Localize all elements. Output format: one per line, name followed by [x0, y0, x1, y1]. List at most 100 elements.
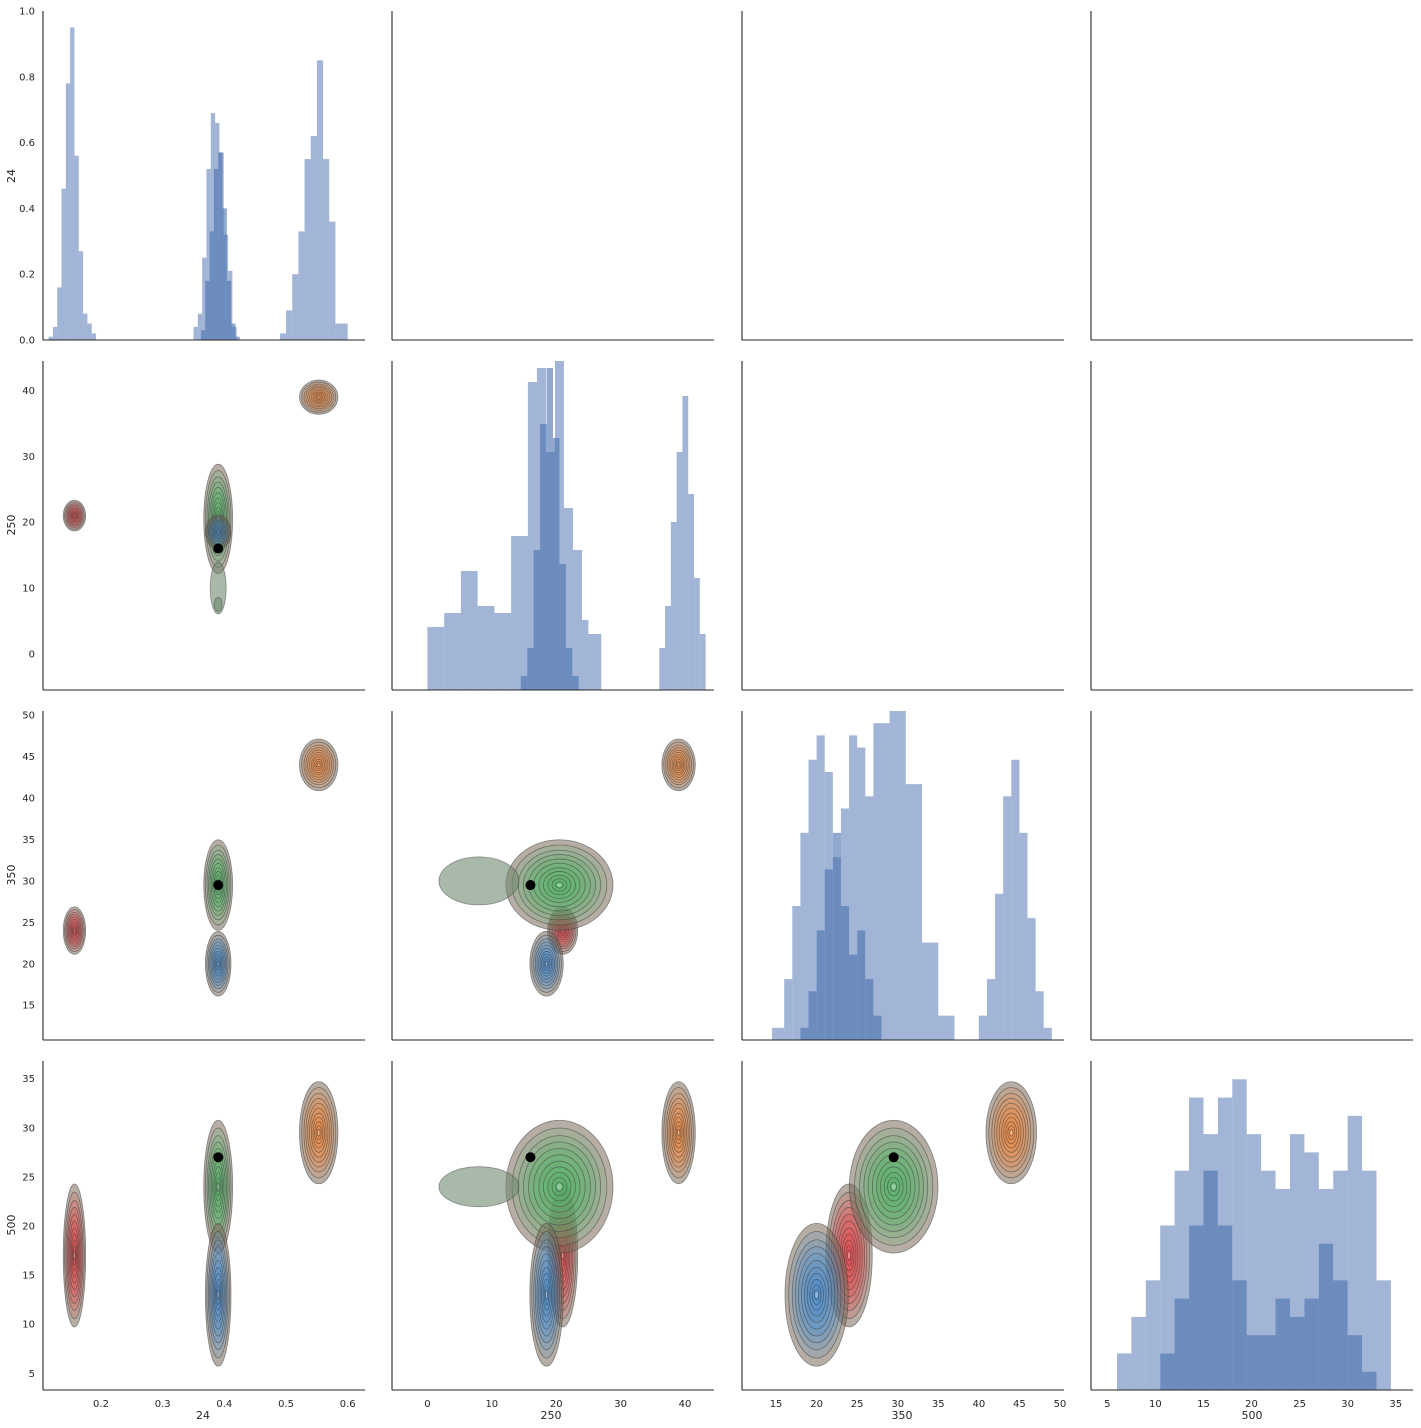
hist-500-dark-bar	[1232, 1280, 1247, 1390]
kde-blue-level	[216, 958, 221, 969]
hist-250-light2-bar	[688, 494, 695, 690]
hist-24-light3-bar	[341, 323, 348, 340]
hist-24-light-bar	[74, 155, 79, 340]
hist-250-light-bar	[588, 634, 602, 690]
kde-red-level	[68, 507, 81, 524]
kde-green-level	[854, 1127, 934, 1246]
hist-350-dark-bar	[865, 979, 874, 1040]
hist-500-light-bar	[1362, 1170, 1377, 1390]
hist-350-dark-bar	[800, 1027, 809, 1040]
highlight-point	[213, 880, 224, 891]
panel-content-3-1	[438, 1081, 696, 1367]
panels-layer: 0.0 0.2 0.4 0.6 0.8 1.0 0 10 20 30 40 15 20 25 30 35 40 4…	[19, 7, 1413, 1410]
hist-250-dark-bar	[559, 564, 566, 690]
kde-orange-level	[317, 395, 321, 399]
panel-250-vs-350	[741, 361, 1064, 691]
kde-orange-level	[1007, 1125, 1016, 1141]
hist-24-light3-bar	[286, 310, 293, 340]
y-tick-label-diag: 0.8	[19, 72, 35, 83]
y-axis-label-250: 250	[5, 515, 18, 536]
kde-blue-level	[216, 961, 220, 967]
hist-24-light2-bar	[210, 112, 216, 340]
hist-350-light-bar	[816, 735, 825, 1040]
hist-250-dark-bar	[572, 676, 579, 690]
hist-350-light2-bar	[1019, 832, 1028, 1040]
y-tick-label-500: 30	[22, 1123, 35, 1134]
kde-green-core	[891, 1183, 896, 1190]
hist-250-dark-bar	[520, 676, 528, 690]
kde-orange-level	[301, 381, 337, 413]
hist-24-light2-bar	[206, 168, 211, 340]
y-tick-label-350: 20	[22, 959, 35, 970]
x-tick-label-250: 10	[485, 1399, 498, 1410]
hist-24-light-bar	[61, 188, 66, 340]
kde-orange-level	[303, 1093, 334, 1173]
kde-orange-core	[677, 763, 680, 767]
kde-blue-level	[536, 1253, 557, 1337]
hist-24-light-bar	[65, 83, 71, 340]
hist-250-light-bar	[581, 620, 589, 690]
hist-350-light-bar	[857, 747, 866, 1040]
kde-green-level	[890, 1181, 898, 1192]
hist-350-dark-bar	[849, 954, 858, 1040]
x-tick-label-24: 0.3	[155, 1399, 171, 1410]
kde-orange-level	[307, 749, 331, 781]
kde-green-tail	[213, 597, 223, 612]
kde-green	[203, 1119, 234, 1254]
panel-350-vs-500	[1090, 711, 1413, 1041]
kde-orange	[299, 379, 339, 415]
kde-orange-level	[310, 390, 327, 405]
kde-blue-core	[217, 531, 219, 533]
hist-250-light-bar	[477, 606, 495, 690]
x-tick-label-350: 45	[1013, 1399, 1026, 1410]
kde-red-level	[65, 911, 84, 950]
kde-blue-level	[545, 961, 549, 967]
hist-350-light-bar	[889, 711, 906, 1040]
x-tick-label-350: 15	[770, 1399, 783, 1410]
hist-24-light-bar	[87, 323, 92, 340]
hist-24-light3-bar	[298, 231, 305, 340]
kde-green-core	[217, 1183, 219, 1190]
kde-red-level	[73, 514, 76, 518]
kde-blue-core	[217, 962, 219, 966]
kde-green-level	[555, 881, 564, 889]
kde-blue-level	[212, 950, 224, 977]
x-axis-label-500: 500	[1242, 1409, 1263, 1422]
kde-green-level	[555, 1181, 564, 1192]
kde-blue	[529, 1222, 564, 1367]
kde-green	[848, 1119, 939, 1254]
y-tick-label-350: 30	[22, 876, 35, 887]
kde-blue-level	[797, 1253, 836, 1337]
hist-500-light-bar	[1145, 1280, 1161, 1390]
y-tick-label-350: 50	[22, 711, 35, 722]
kde-green-core	[556, 882, 562, 888]
kde-orange	[299, 1081, 339, 1185]
x-tick-label-350: 40	[972, 1399, 985, 1410]
hist-24-light-bar	[78, 251, 84, 340]
y-tick-label-350: 40	[22, 794, 35, 805]
kde-green-level	[216, 1181, 220, 1192]
hist-24-light2-bar	[193, 326, 198, 340]
hist-350-dark-bar	[832, 832, 841, 1040]
kde-orange-level	[1009, 1128, 1014, 1137]
kde-green-level	[551, 1177, 568, 1197]
kde-blue-level	[784, 1222, 849, 1367]
hist-250-dark-bar	[553, 438, 560, 690]
hist-24-dark-bar	[205, 280, 210, 340]
kde-red-level	[72, 1245, 77, 1266]
hist-350-light-bar	[784, 979, 793, 1040]
kde-red-core	[73, 514, 75, 517]
kde-orange-level	[315, 1125, 322, 1141]
kde-green-level	[538, 867, 581, 903]
hist-250-light-bar	[511, 536, 528, 690]
kde-orange-level	[1001, 1112, 1022, 1153]
kde-red-core	[73, 929, 75, 932]
hist-350-light2-bar	[1011, 759, 1020, 1040]
kde-orange-core	[317, 763, 320, 767]
hist-500-dark-bar	[1362, 1371, 1377, 1390]
kde-blue-level	[545, 1289, 549, 1301]
kde-blue	[784, 1222, 849, 1367]
x-tick-label-350: 25	[851, 1399, 864, 1410]
hist-350-light-bar	[873, 723, 890, 1040]
kde-blue	[204, 931, 232, 997]
